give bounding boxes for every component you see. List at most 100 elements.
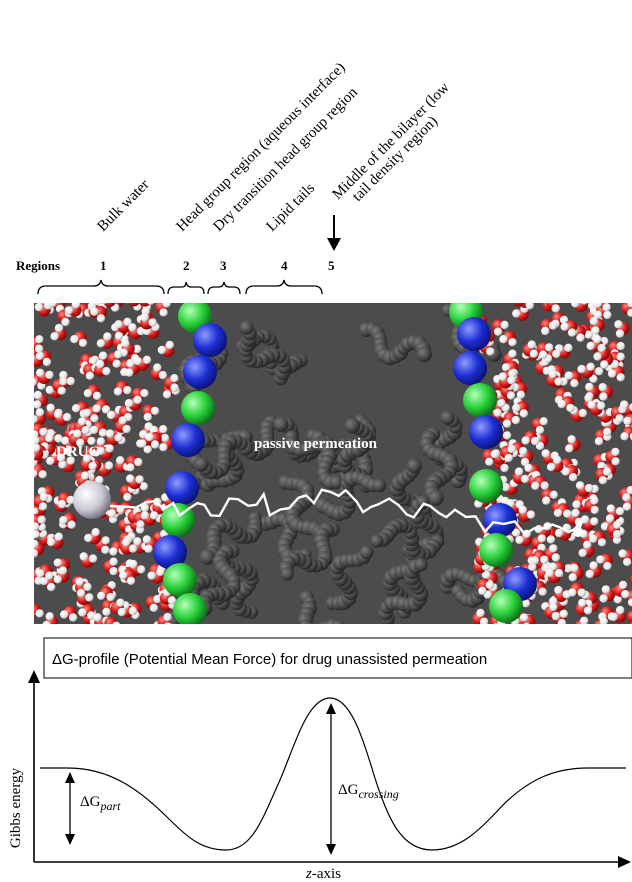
- water-hydrogen: [75, 577, 84, 586]
- water-hydrogen: [540, 481, 549, 490]
- water-hydrogen: [128, 323, 137, 332]
- water-hydrogen: [606, 504, 616, 513]
- water-hydrogen: [153, 594, 162, 604]
- water-hydrogen: [58, 377, 68, 386]
- tail-bead: [199, 549, 216, 565]
- water-hydrogen: [34, 469, 38, 478]
- water-hydrogen: [497, 398, 506, 408]
- water-hydrogen: [147, 303, 155, 305]
- water-hydrogen: [92, 391, 102, 400]
- water-hydrogen: [599, 594, 608, 603]
- water-hydrogen: [142, 535, 152, 544]
- dg-part-subscript: part: [99, 799, 121, 813]
- water-hydrogen: [96, 359, 105, 369]
- water-hydrogen: [603, 561, 612, 571]
- water-hydrogen: [68, 613, 78, 622]
- water-hydrogen: [34, 530, 40, 539]
- water-hydrogen: [611, 457, 620, 466]
- water-hydrogen: [140, 511, 149, 520]
- water-hydrogen: [45, 385, 54, 395]
- water-hydrogen: [527, 340, 536, 349]
- water-hydrogen: [511, 415, 520, 425]
- water-hydrogen: [145, 432, 154, 442]
- water-hydrogen: [530, 556, 540, 565]
- water-hydrogen: [526, 510, 536, 519]
- water-hydrogen: [589, 316, 598, 326]
- water-hydrogen: [34, 390, 43, 400]
- tail-bead: [359, 545, 374, 560]
- water-hydrogen: [551, 611, 560, 621]
- water-hydrogen: [618, 580, 628, 590]
- drug-molecule: [73, 481, 111, 519]
- tail-bead: [406, 458, 422, 474]
- water-hydrogen: [504, 453, 513, 463]
- water-hydrogen: [572, 500, 581, 509]
- water-hydrogen: [537, 534, 546, 543]
- water-hydrogen: [126, 576, 136, 585]
- water-hydrogen: [98, 293, 106, 301]
- water-hydrogen: [564, 371, 573, 380]
- water-hydrogen: [493, 327, 503, 336]
- water-hydrogen: [570, 563, 579, 573]
- water-hydrogen: [150, 511, 159, 520]
- water-hydrogen: [599, 626, 607, 634]
- water-hydrogen: [615, 329, 625, 338]
- water-hydrogen: [100, 303, 107, 305]
- water-hydrogen: [162, 303, 171, 308]
- water-hydrogen: [549, 490, 558, 499]
- water-hydrogen: [578, 408, 587, 418]
- regions-title: Regions: [16, 258, 60, 273]
- head-group-green: [463, 383, 497, 417]
- head-group-blue: [165, 471, 199, 505]
- water-hydrogen: [117, 607, 127, 617]
- dg-part-label: ΔGpart: [80, 794, 121, 813]
- water-hydrogen: [508, 349, 517, 358]
- water-hydrogen: [523, 292, 531, 300]
- water-hydrogen: [582, 626, 590, 634]
- gibbs-energy-curve: [40, 697, 626, 851]
- water-hydrogen: [126, 463, 135, 472]
- water-hydrogen: [600, 627, 608, 635]
- water-hydrogen: [586, 362, 595, 371]
- water-hydrogen: [548, 303, 551, 304]
- water-hydrogen: [136, 520, 145, 529]
- water-hydrogen: [84, 533, 93, 543]
- water-hydrogen: [599, 617, 608, 624]
- water-hydrogen: [53, 558, 62, 567]
- water-hydrogen: [79, 552, 89, 561]
- water-hydrogen: [499, 335, 508, 344]
- bulk-water-left: [34, 293, 180, 624]
- water-hydrogen: [101, 536, 110, 545]
- water-hydrogen: [539, 350, 548, 359]
- water-hydrogen: [520, 474, 530, 484]
- water-hydrogen: [66, 376, 75, 386]
- water-hydrogen: [88, 461, 97, 471]
- profile-title-box: [43, 637, 632, 679]
- tail-bead: [299, 619, 312, 624]
- water-hydrogen: [66, 456, 76, 465]
- head-group-green: [479, 533, 513, 567]
- brace-region-4: [245, 279, 323, 295]
- water-hydrogen: [110, 303, 113, 304]
- water-hydrogen: [113, 387, 123, 396]
- water-hydrogen: [590, 505, 599, 515]
- water-hydrogen: [98, 351, 108, 360]
- water-hydrogen: [627, 598, 632, 607]
- water-hydrogen: [596, 401, 606, 410]
- water-hydrogen: [112, 621, 121, 624]
- water-hydrogen: [88, 356, 98, 365]
- water-hydrogen: [549, 544, 558, 553]
- water-hydrogen: [70, 335, 79, 344]
- water-hydrogen: [54, 532, 63, 541]
- water-hydrogen: [53, 575, 62, 584]
- water-hydrogen: [549, 596, 558, 606]
- water-hydrogen: [143, 412, 152, 422]
- water-hydrogen: [35, 408, 45, 417]
- water-hydrogen: [37, 515, 46, 524]
- water-hydrogen: [140, 389, 149, 398]
- water-hydrogen: [551, 304, 560, 313]
- x-axis-arrowhead-icon: [618, 856, 631, 868]
- water-hydrogen: [81, 426, 90, 435]
- water-hydrogen: [159, 308, 168, 317]
- water-hydrogen: [112, 359, 121, 368]
